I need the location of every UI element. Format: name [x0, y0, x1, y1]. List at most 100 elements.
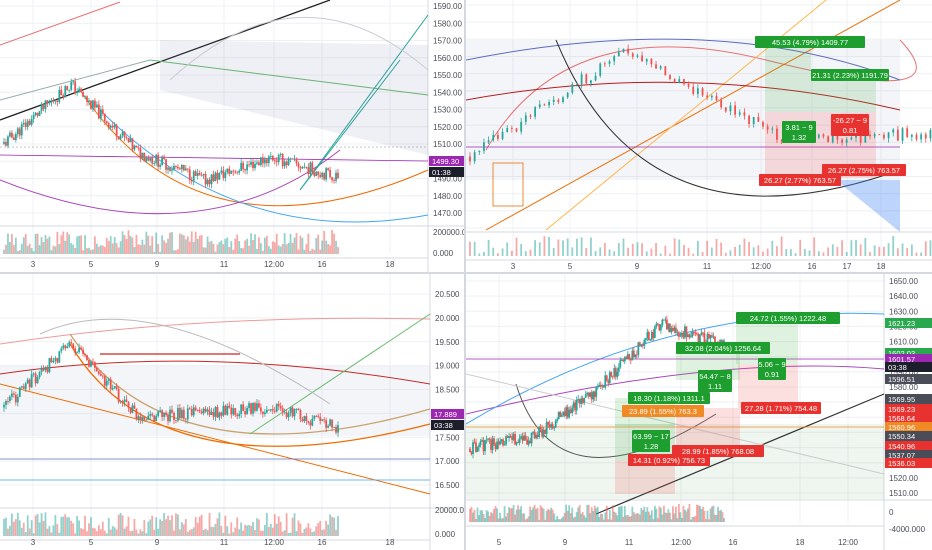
volume-bar — [483, 252, 485, 256]
price-tag[interactable] — [885, 394, 932, 404]
volume-bar — [218, 512, 221, 536]
position-label-box[interactable] — [676, 342, 770, 354]
volume-bar — [157, 528, 160, 536]
volume-bar — [524, 519, 527, 522]
candle-body — [269, 155, 272, 157]
position-label-box[interactable] — [628, 454, 710, 466]
volume-bar — [30, 520, 33, 536]
candle-body — [279, 406, 282, 409]
price-tag[interactable] — [429, 167, 464, 177]
position-label-box[interactable] — [811, 69, 889, 81]
chart-canvas[interactable]: 1590.00 1580.00 1570.00 1560.00 1550.00 1540.… — [0, 0, 464, 272]
price-tag[interactable] — [885, 422, 932, 432]
candle-body — [822, 134, 825, 137]
time-tick-label: 9 — [635, 262, 640, 271]
candle-body — [581, 398, 584, 403]
candle-body — [594, 75, 597, 81]
chart-pane-top-left[interactable]: 1590.00 1580.00 1570.00 1560.00 1550.00 1540.… — [0, 0, 464, 272]
position-label-box[interactable] — [782, 121, 816, 143]
volume-bar — [273, 514, 276, 536]
chart-canvas[interactable]: 20.50020.00019.50019.00018.50018.00017.5… — [0, 274, 464, 550]
volume-tick-label: 0 — [889, 508, 894, 517]
chart-pane-bottom-left[interactable]: 20.50020.00019.50019.00018.50018.00017.5… — [0, 274, 464, 550]
volume-bar — [180, 522, 183, 536]
volume-bar — [548, 236, 550, 256]
price-tag[interactable] — [885, 354, 932, 364]
volume-bar — [706, 240, 709, 256]
volume-bar — [724, 252, 727, 256]
candle-body — [226, 168, 229, 173]
volume-bar — [817, 251, 820, 256]
arc-tool — [39, 318, 331, 405]
volume-bar — [720, 509, 722, 522]
chart-pane-top-right[interactable]: 45.53 (4.79%) 1409.77 21.31 (2.23%) 1191.… — [466, 0, 932, 272]
candle-body — [560, 415, 563, 417]
price-tag[interactable] — [885, 450, 932, 460]
position-label-box[interactable] — [632, 430, 670, 452]
volume-bar — [22, 237, 25, 254]
candle-body — [335, 172, 337, 181]
position-label-text: 1.11 — [708, 382, 722, 391]
volume-bar — [478, 515, 480, 522]
candle-body — [496, 441, 498, 450]
position-label-box[interactable] — [741, 402, 821, 414]
candle-body — [502, 439, 504, 446]
candle-body — [62, 345, 65, 349]
volume-bar — [22, 522, 25, 536]
volume-bar — [240, 522, 243, 536]
candle-body — [817, 134, 820, 138]
price-tag[interactable] — [431, 420, 464, 430]
volume-bar — [599, 247, 602, 256]
price-tag[interactable] — [885, 374, 932, 384]
price-tick-label: 20.000 — [435, 314, 460, 323]
position-label-box[interactable] — [758, 358, 786, 380]
price-tag[interactable] — [885, 348, 932, 358]
volume-bar — [494, 506, 497, 522]
candle-body — [873, 134, 876, 137]
volume-bar — [559, 519, 562, 522]
position-label-box[interactable] — [628, 392, 710, 404]
candle-body — [640, 344, 643, 347]
volume-bar — [297, 249, 300, 254]
position-label-box[interactable] — [831, 114, 869, 136]
candle-body — [662, 319, 665, 321]
candle-body — [153, 163, 156, 165]
candle-body — [12, 393, 15, 395]
position-label-box[interactable] — [622, 405, 704, 417]
candle-body — [165, 412, 167, 416]
candle-body — [552, 99, 555, 102]
position-label-box[interactable] — [698, 370, 732, 392]
volume-bar — [492, 247, 495, 256]
price-tag[interactable] — [429, 156, 464, 166]
chart-canvas[interactable]: 45.53 (4.79%) 1409.77 21.31 (2.23%) 1191.… — [466, 0, 932, 272]
price-tag[interactable] — [885, 318, 932, 328]
price-tag[interactable] — [885, 404, 932, 414]
pane-divider-vertical[interactable] — [464, 0, 466, 550]
volume-bar — [186, 531, 189, 536]
volume-bar — [574, 516, 577, 522]
price-tag[interactable] — [885, 441, 932, 451]
volume-bar — [748, 241, 750, 256]
price-tag[interactable] — [885, 458, 932, 468]
chart-pane-bottom-right[interactable]: 24.72 (1.55%) 1222.48 32.08 (2.04%) 1256.… — [466, 274, 932, 550]
candle-body — [557, 99, 560, 103]
price-tag[interactable] — [885, 413, 932, 423]
price-tag[interactable] — [431, 409, 464, 419]
volume-bar — [785, 249, 788, 256]
chart-canvas[interactable]: 24.72 (1.55%) 1222.48 32.08 (2.04%) 1256.… — [466, 274, 932, 550]
position-label-box[interactable] — [822, 164, 906, 176]
position-label-box[interactable] — [736, 312, 840, 324]
volume-bar — [265, 235, 268, 254]
price-tag-text: 1536.03 — [888, 459, 915, 468]
volume-bar — [594, 251, 597, 256]
candle-body — [569, 409, 572, 413]
price-tag[interactable] — [885, 362, 932, 372]
volume-bar — [5, 517, 7, 536]
price-tag[interactable] — [885, 431, 932, 441]
position-label-box[interactable] — [759, 174, 841, 186]
candle-body — [40, 367, 43, 373]
pane-divider-horizontal[interactable] — [0, 272, 932, 274]
time-tick-label: 18 — [877, 262, 886, 271]
position-label-box[interactable] — [755, 36, 865, 48]
candle-body — [84, 96, 86, 98]
